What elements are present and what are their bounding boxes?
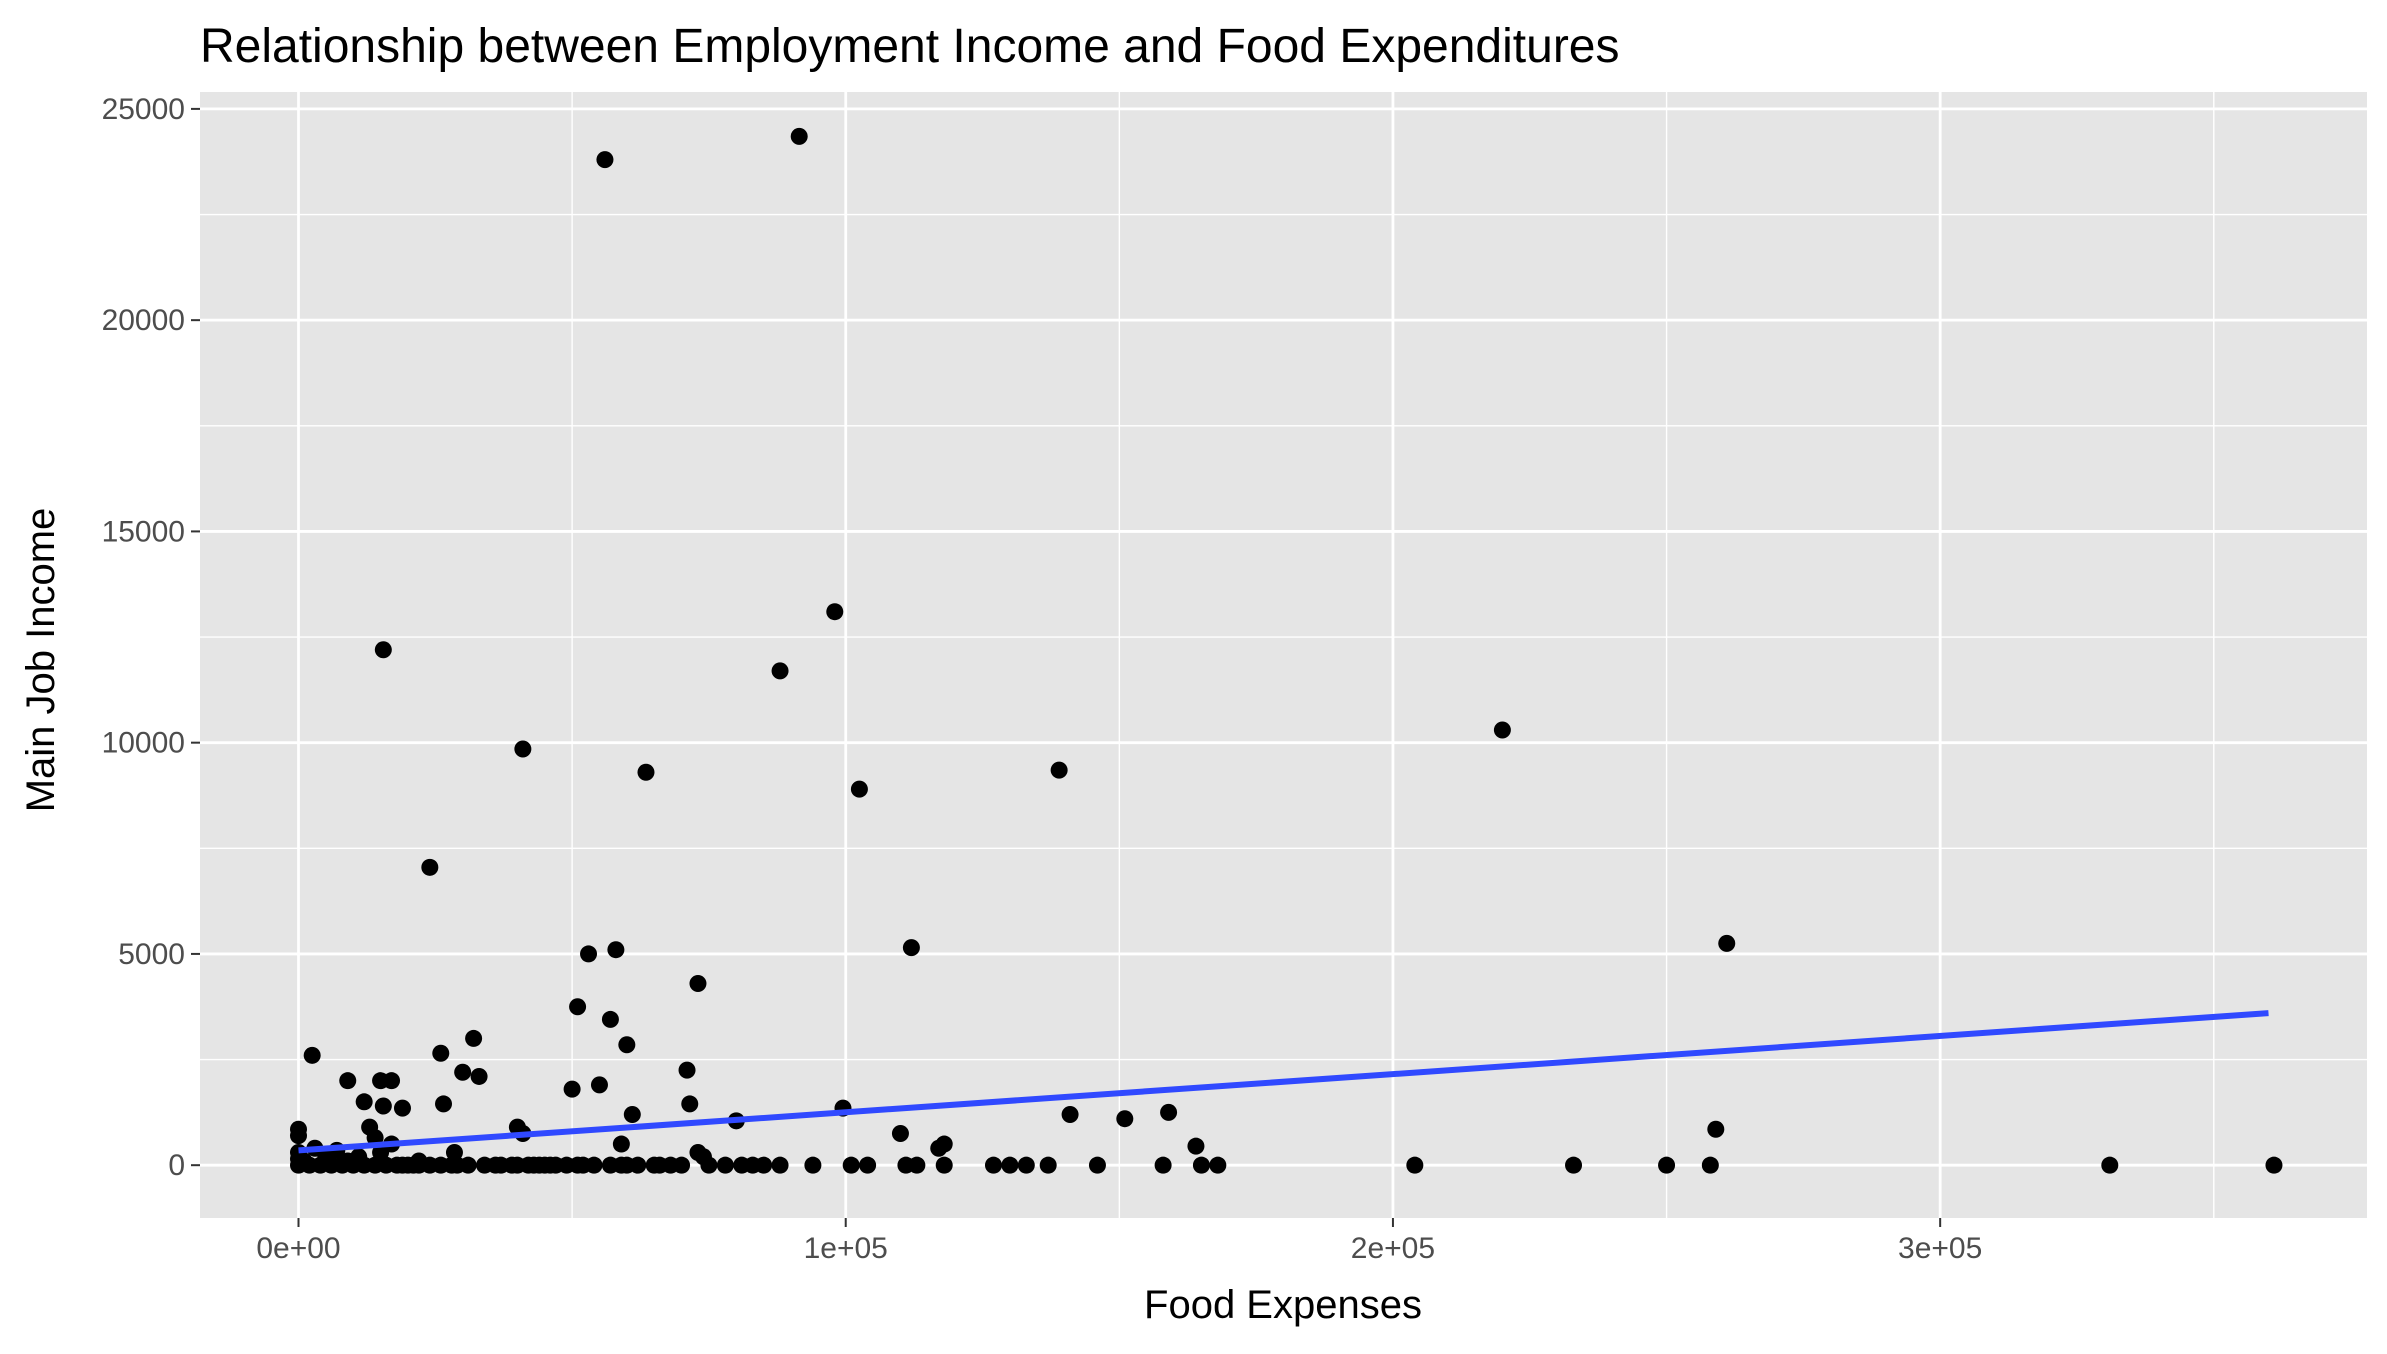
data-point: [637, 763, 655, 781]
y-tick-label: 5000: [118, 938, 185, 971]
data-point: [716, 1156, 734, 1174]
data-point: [1209, 1156, 1227, 1174]
y-tick-label: 25000: [102, 93, 185, 126]
data-point: [1187, 1137, 1205, 1155]
data-point: [1050, 761, 1068, 779]
data-point: [580, 945, 598, 963]
data-point: [432, 1044, 450, 1062]
data-point: [678, 1061, 696, 1079]
chart-title: Relationship between Employment Income a…: [200, 20, 1620, 73]
data-point: [465, 1029, 483, 1047]
data-points: [290, 127, 2283, 1174]
data-point: [585, 1156, 603, 1174]
data-point: [607, 941, 625, 959]
data-point: [459, 1156, 477, 1174]
data-point: [374, 641, 392, 659]
data-point: [1001, 1156, 1019, 1174]
data-point: [850, 780, 868, 798]
data-point: [1658, 1156, 1676, 1174]
minor-gridlines: [200, 92, 2367, 1218]
data-point: [755, 1156, 773, 1174]
data-point: [859, 1156, 877, 1174]
x-axis-title: Food Expenses: [1144, 1283, 1422, 1327]
data-point: [355, 1093, 373, 1111]
data-point: [563, 1080, 581, 1098]
y-tick-label: 10000: [102, 727, 185, 760]
data-point: [629, 1156, 647, 1174]
y-tick-label: 15000: [102, 515, 185, 548]
data-point: [339, 1072, 357, 1090]
trend-line: [298, 1010, 2269, 1154]
data-point: [908, 1156, 926, 1174]
x-tick-label: 2e+05: [1351, 1232, 1435, 1265]
data-point: [842, 1156, 860, 1174]
data-point: [826, 603, 844, 621]
data-point: [1707, 1120, 1725, 1138]
data-point: [891, 1124, 909, 1142]
data-point: [1701, 1156, 1719, 1174]
data-point: [1116, 1110, 1134, 1128]
plot-panel: [200, 92, 2367, 1218]
data-point: [596, 151, 614, 169]
data-point: [445, 1144, 463, 1162]
data-point: [618, 1036, 636, 1054]
data-point: [1406, 1156, 1424, 1174]
data-point: [1493, 721, 1511, 739]
data-point: [1039, 1156, 1057, 1174]
data-point: [383, 1072, 401, 1090]
data-point: [2265, 1156, 2283, 1174]
data-point: [1088, 1156, 1106, 1174]
data-point: [935, 1135, 953, 1153]
data-point: [290, 1127, 307, 1145]
data-point: [454, 1063, 472, 1081]
data-point: [623, 1105, 641, 1123]
data-point: [1565, 1156, 1583, 1174]
x-tick-label: 3e+05: [1898, 1232, 1982, 1265]
data-point: [804, 1156, 822, 1174]
data-point: [590, 1076, 608, 1094]
data-point: [601, 1010, 619, 1028]
data-point: [393, 1099, 411, 1117]
data-point: [569, 998, 587, 1016]
data-point: [303, 1046, 321, 1064]
data-point: [935, 1156, 953, 1174]
data-point: [1017, 1156, 1035, 1174]
data-point: [902, 939, 920, 957]
data-point: [1718, 934, 1736, 952]
data-point: [2101, 1156, 2119, 1174]
data-point: [470, 1067, 488, 1085]
data-point: [790, 127, 808, 145]
major-gridlines: [200, 92, 2367, 1218]
x-axis: 0e+00 1e+05 2e+05 3e+05: [256, 1218, 1982, 1265]
data-point: [435, 1095, 453, 1113]
data-point: [612, 1135, 630, 1153]
x-tick-label: 0e+00: [256, 1232, 340, 1265]
data-point: [421, 858, 439, 876]
y-tick-label: 20000: [102, 304, 185, 337]
data-point: [1061, 1105, 1079, 1123]
y-axis: 0 5000 10000 15000 20000 25000: [102, 93, 200, 1182]
data-point: [374, 1097, 392, 1115]
data-point: [984, 1156, 1002, 1174]
trend-line-group: [298, 1010, 2269, 1154]
data-point: [771, 662, 789, 680]
data-point: [771, 1156, 789, 1174]
data-point: [700, 1156, 718, 1174]
y-tick-label: 0: [168, 1149, 185, 1182]
data-point: [1192, 1156, 1210, 1174]
data-point: [514, 740, 532, 758]
data-point: [1160, 1103, 1178, 1121]
data-point: [673, 1156, 691, 1174]
data-point: [1154, 1156, 1172, 1174]
data-point: [689, 975, 707, 993]
y-axis-title: Main Job Income: [19, 508, 63, 813]
data-point: [681, 1095, 699, 1113]
x-tick-label: 1e+05: [804, 1232, 888, 1265]
